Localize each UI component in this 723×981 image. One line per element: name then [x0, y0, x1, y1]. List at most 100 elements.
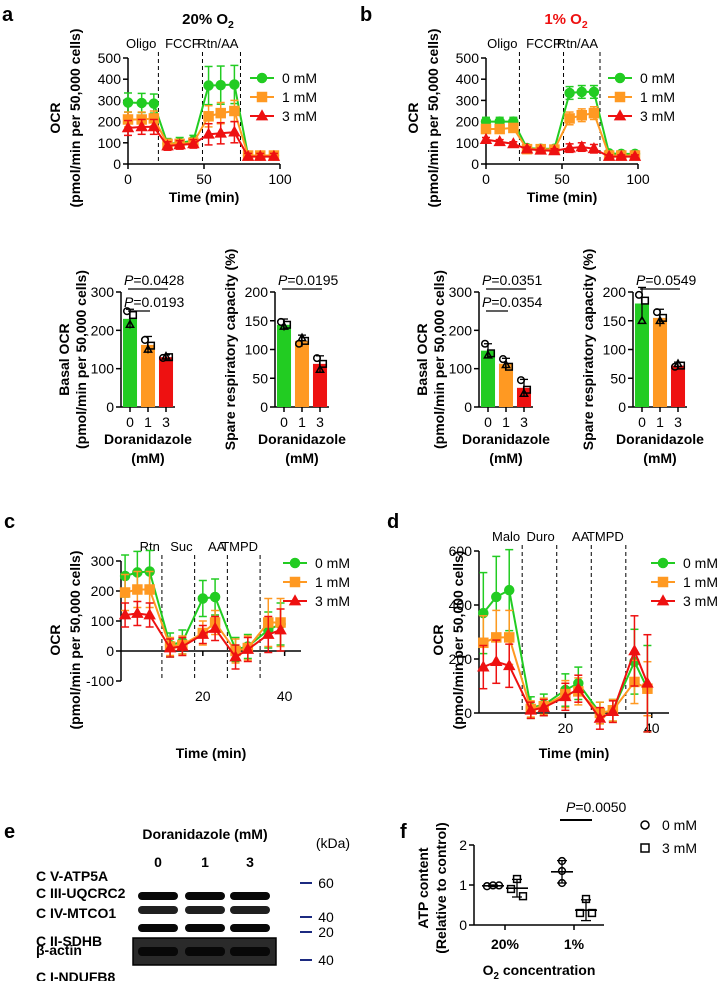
- data-point: [228, 125, 241, 137]
- y-tick-label: 0: [464, 705, 472, 721]
- p-value-number: =0.0354: [491, 294, 542, 310]
- injection-label: TMPD: [587, 529, 624, 544]
- x-tick-label: 100: [626, 171, 650, 187]
- replicate-point: [498, 355, 508, 364]
- bar: [158, 357, 174, 407]
- kda-label: (kDa): [316, 835, 350, 851]
- y-tick-label: 0: [106, 399, 114, 415]
- legend-marker: [255, 109, 269, 121]
- y-axis-label: ATP content: [415, 847, 431, 928]
- y-tick-label: 200: [98, 114, 122, 130]
- y-axis-label: OCR: [47, 624, 63, 655]
- legend-marker: [656, 594, 670, 606]
- x-axis-label-sub: 2: [493, 971, 499, 981]
- y-tick-label: 100: [91, 613, 115, 629]
- replicate-point: [676, 361, 686, 370]
- x-tick-label: 40: [277, 688, 293, 704]
- panel-title-main: 20% O: [182, 11, 228, 28]
- y-tick-label: 1: [459, 877, 467, 893]
- x-axis-label-suffix: concentration: [499, 962, 595, 978]
- replicate-point: [518, 892, 528, 901]
- replicate-point: [655, 315, 665, 325]
- y-tick-label: 200: [91, 583, 115, 599]
- data-point: [564, 113, 575, 124]
- panel-title: 1% O2: [544, 11, 588, 31]
- mw-marker-label: 20: [318, 924, 334, 940]
- bar: [294, 340, 310, 407]
- legend-marker: [614, 91, 626, 103]
- legend-label: 0 mM: [282, 70, 317, 86]
- data-point: [493, 135, 506, 147]
- panel-letter: b: [360, 4, 372, 26]
- legend-marker: [657, 576, 669, 588]
- data-point: [176, 639, 189, 651]
- category-label: 3: [674, 414, 682, 430]
- category-label: 1: [298, 414, 306, 430]
- panel-f: f 0 1 2 20% 1% P=0.0050 0 mM 3 mM ATP content (Rel…: [400, 799, 697, 981]
- y-tick-label: 100: [98, 135, 122, 151]
- data-point: [136, 97, 147, 109]
- data-point: [559, 690, 572, 702]
- data-point: [507, 137, 520, 149]
- replicate-point: [318, 359, 328, 368]
- data-point: [520, 142, 534, 154]
- y-axis-label-unit: (pmol/min per 50,000 cells): [67, 551, 83, 730]
- data-point: [187, 137, 200, 149]
- replicate-point: [652, 308, 662, 317]
- y-axis-label-unit: (pmol/min per 50,000 cells): [425, 29, 441, 208]
- replicate-point: [312, 354, 322, 363]
- data-point: [274, 623, 287, 635]
- data-point: [628, 644, 641, 656]
- data-point: [641, 676, 654, 688]
- data-point: [490, 654, 503, 667]
- y-tick-label: 300: [456, 92, 480, 108]
- legend-marker: [288, 594, 302, 606]
- actin-label: β-actin: [36, 942, 82, 958]
- y-tick-label: 200: [456, 114, 480, 130]
- x-tick-label: 0: [124, 171, 132, 187]
- data-point: [563, 141, 576, 153]
- y-axis-label-unit: (pmol/min per 50,000 cells): [450, 551, 466, 730]
- p-value-number: =0.0193: [133, 294, 184, 310]
- replicate-point: [575, 908, 585, 918]
- injection-label: Rtn: [140, 539, 160, 554]
- y-tick-label: 100: [449, 361, 473, 377]
- y-tick-label: 0: [464, 399, 472, 415]
- data-point: [602, 149, 616, 161]
- p-value-number: =0.0050: [575, 799, 626, 815]
- replicate-point: [581, 894, 591, 904]
- y-tick-label: 150: [603, 313, 627, 329]
- y-tick-label: 150: [245, 313, 269, 329]
- data-point: [576, 109, 588, 121]
- data-point: [267, 149, 281, 161]
- y-tick-label: 100: [456, 135, 480, 151]
- replicate-point: [128, 310, 138, 320]
- data-point: [229, 79, 240, 90]
- p-value-symbol: P: [636, 272, 646, 288]
- category-label: 20%: [491, 936, 520, 952]
- blot-band: [185, 906, 225, 914]
- injection-label: FCCP: [526, 36, 561, 51]
- y-tick-label: 500: [456, 50, 480, 66]
- data-point: [144, 584, 155, 595]
- legend-label: 0 mM: [662, 817, 697, 833]
- x-tick-label: 40: [644, 720, 660, 736]
- lane-label: 1: [201, 854, 209, 870]
- y-axis-label: Basal OCR: [56, 323, 72, 395]
- actin-band: [138, 947, 178, 956]
- data-point: [587, 142, 601, 154]
- lane-label: 3: [246, 854, 254, 870]
- p-value-symbol: P: [278, 272, 288, 288]
- y-axis-label-unit: (Relative to control): [433, 822, 449, 953]
- data-point: [131, 606, 144, 618]
- blot-band: [185, 892, 225, 900]
- x-axis-label: Doranidazole: [462, 431, 550, 447]
- mw-marker-label: 40: [318, 952, 334, 968]
- replicate-point: [557, 866, 567, 876]
- band-label: C III-UQCRC2: [36, 885, 126, 901]
- x-tick-label: 20: [195, 688, 211, 704]
- category-label: 3: [162, 414, 170, 430]
- legend-marker: [657, 557, 669, 569]
- category-label: 1%: [564, 936, 585, 952]
- data-point: [548, 144, 561, 156]
